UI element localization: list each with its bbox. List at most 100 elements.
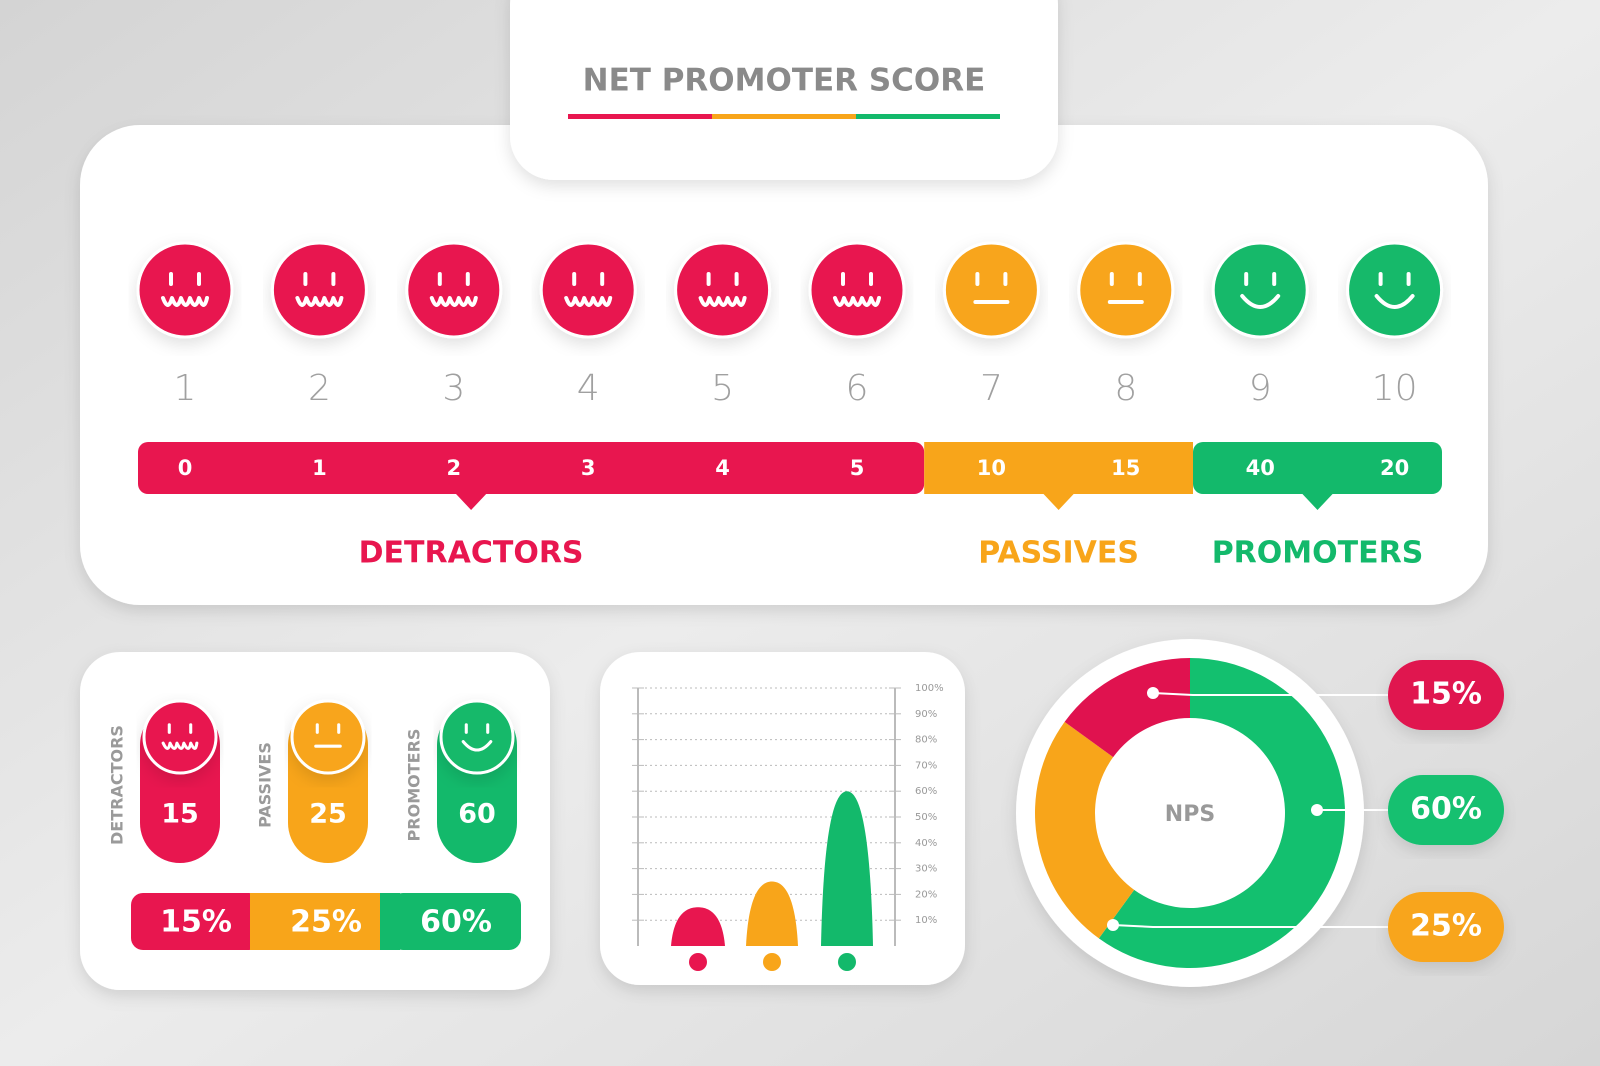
face-mouth — [564, 296, 613, 307]
summary-label: PASSIVES — [256, 742, 275, 828]
face — [674, 241, 772, 339]
count-label: 15 — [1111, 456, 1140, 480]
connector-dot — [1311, 804, 1323, 816]
content: DETRACTORS102132435465PASSIVES710815PROM… — [108, 241, 1504, 971]
scale-segment — [1193, 442, 1442, 494]
scale-segment — [138, 442, 925, 494]
donut-slice — [1035, 721, 1135, 939]
share-segment — [391, 893, 521, 950]
count-label: 3 — [581, 456, 596, 480]
peak — [821, 791, 873, 946]
face — [539, 241, 637, 339]
value-label: 25% — [1410, 909, 1482, 944]
face — [1346, 241, 1444, 339]
share-label: 60% — [420, 905, 492, 940]
scale-pointer — [1301, 493, 1334, 510]
donut-slice — [1064, 658, 1190, 758]
share-segment — [261, 893, 391, 950]
value-label: 60% — [1410, 792, 1482, 827]
count-label: 1 — [312, 456, 327, 480]
summary-label: DETRACTORS — [108, 725, 127, 845]
group-label: DETRACTORS — [359, 536, 584, 571]
title-underline — [568, 114, 712, 119]
face — [942, 241, 1040, 339]
value-pill — [1388, 660, 1504, 730]
count-label: 0 — [178, 456, 193, 480]
group-label: PASSIVES — [978, 536, 1139, 571]
connector-dot — [1107, 919, 1119, 931]
y-tick-label: 80% — [915, 735, 937, 746]
connector — [1112, 924, 1390, 928]
face — [439, 699, 515, 775]
y-tick-label: 60% — [915, 786, 937, 797]
scale-pointer — [455, 493, 488, 510]
donut-slice — [1098, 657, 1345, 969]
rating-label: 7 — [980, 368, 1003, 409]
y-tick-label: 100% — [915, 683, 944, 694]
peak-dot — [838, 953, 856, 971]
face-mouth — [1240, 294, 1281, 309]
rating-label: 1 — [174, 368, 197, 409]
share-segment — [131, 893, 261, 950]
rating-label: 8 — [1114, 368, 1137, 409]
count-label: 40 — [1246, 456, 1275, 480]
face — [270, 241, 368, 339]
face-mouth — [161, 296, 209, 307]
face-mouth — [161, 741, 199, 751]
y-tick-label: 10% — [915, 915, 937, 926]
y-tick-label: 20% — [915, 889, 937, 900]
title: NET PROMOTER SCORE — [583, 63, 986, 99]
center-label: NPS — [1165, 802, 1215, 827]
value-label: 15% — [1410, 677, 1482, 712]
face — [1077, 241, 1175, 339]
title-underline — [856, 114, 1000, 119]
face — [1211, 241, 1309, 339]
scale-pointer — [1042, 493, 1075, 510]
peak — [671, 907, 725, 946]
face-mouth — [1374, 294, 1415, 309]
face — [405, 241, 503, 339]
group-label: PROMOTERS — [1212, 536, 1424, 571]
count-label: 20 — [1380, 456, 1409, 480]
face-mouth — [429, 296, 478, 307]
face — [142, 699, 218, 775]
rating-label: 10 — [1372, 368, 1418, 409]
summary-count: 25 — [309, 799, 347, 830]
summary-count: 60 — [458, 799, 496, 830]
peak — [746, 881, 798, 946]
face — [290, 699, 366, 775]
connector-dot — [1147, 687, 1159, 699]
title-underline — [712, 114, 856, 119]
summary-label: PROMOTERS — [405, 729, 424, 842]
rating-label: 9 — [1249, 368, 1272, 409]
face-mouth — [833, 296, 881, 307]
y-tick-label: 40% — [915, 838, 937, 849]
y-tick-label: 30% — [915, 864, 937, 875]
rating-label: 3 — [442, 368, 465, 409]
value-pill — [1388, 892, 1504, 962]
peak-dot — [689, 953, 707, 971]
value-pill — [1388, 775, 1504, 845]
share-segment-fill — [380, 893, 400, 950]
share-label: 25% — [290, 905, 362, 940]
count-label: 2 — [446, 456, 461, 480]
connector — [1152, 692, 1390, 696]
scale-segment — [924, 442, 1193, 494]
y-tick-label: 70% — [915, 760, 937, 771]
summary-count: 15 — [161, 799, 199, 830]
face — [808, 241, 906, 339]
peak-card — [600, 652, 965, 985]
count-label: 10 — [977, 456, 1006, 480]
rating-label: 2 — [308, 368, 331, 409]
rating-label: 4 — [577, 368, 600, 409]
count-label: 4 — [715, 456, 730, 480]
scale-card — [80, 125, 1488, 605]
count-label: 5 — [850, 456, 865, 480]
share-label: 15% — [160, 905, 232, 940]
share-segment-fill — [250, 893, 270, 950]
y-tick-label: 90% — [915, 709, 937, 720]
face-mouth — [295, 296, 344, 307]
rating-label: 6 — [846, 368, 869, 409]
